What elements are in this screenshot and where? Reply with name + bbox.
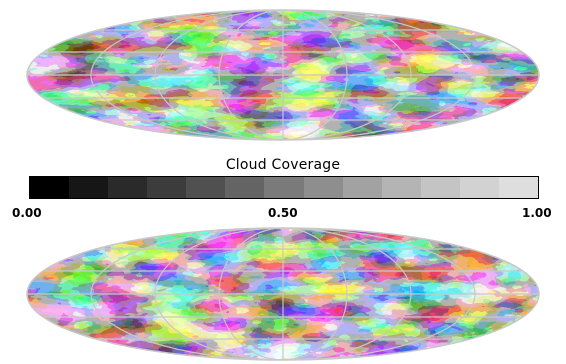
map-outline bbox=[26, 227, 540, 361]
colorbar-step-5 bbox=[225, 177, 265, 198]
colorbar-step-8 bbox=[342, 177, 382, 198]
colorbar bbox=[29, 176, 539, 199]
colorbar-step-7 bbox=[303, 177, 343, 198]
top-cloud-map bbox=[26, 9, 540, 141]
colorbar-title: Cloud Coverage bbox=[225, 157, 341, 173]
map-outline bbox=[26, 9, 540, 141]
colorbar-tick-min: 0.00 bbox=[12, 206, 42, 220]
colorbar-step-0 bbox=[30, 177, 70, 198]
colorbar-step-10 bbox=[420, 177, 460, 198]
graticule bbox=[27, 10, 539, 140]
colorbar-step-3 bbox=[147, 177, 187, 198]
colorbar-tick-max: 1.00 bbox=[522, 206, 552, 220]
colorbar-step-1 bbox=[69, 177, 109, 198]
colorbar-tick-mid: 0.50 bbox=[268, 206, 298, 220]
colorbar-step-6 bbox=[264, 177, 304, 198]
colorbar-step-9 bbox=[381, 177, 421, 198]
colorbar-step-2 bbox=[108, 177, 148, 198]
graticule bbox=[27, 228, 539, 360]
bottom-cloud-map bbox=[26, 227, 540, 361]
colorbar-step-12 bbox=[498, 177, 539, 198]
colorbar-step-11 bbox=[459, 177, 499, 198]
colorbar-step-4 bbox=[186, 177, 226, 198]
